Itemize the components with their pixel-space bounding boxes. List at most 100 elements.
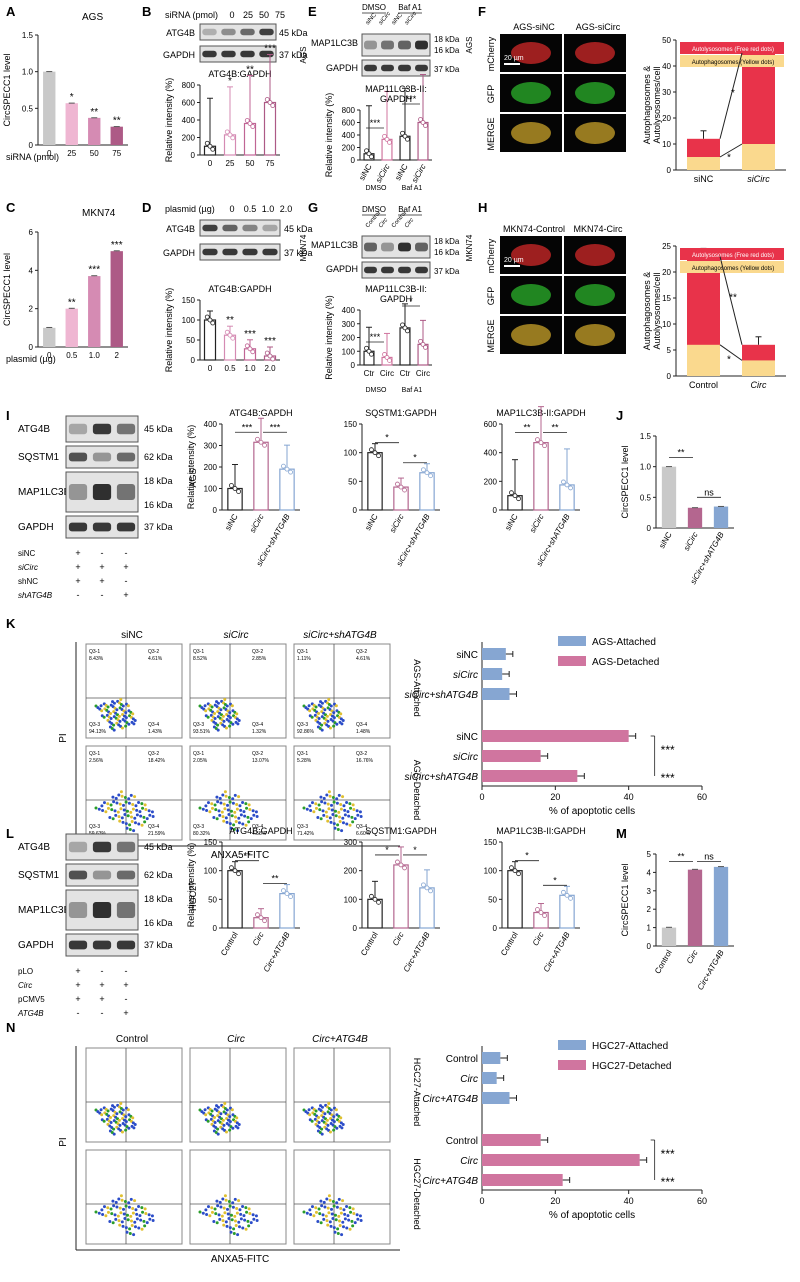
panel-K-event <box>232 823 236 827</box>
panel-E-blot-band <box>398 64 411 72</box>
panel-K-event <box>233 815 237 819</box>
panel-L-subchart-2-point <box>535 907 540 912</box>
panel-K-event <box>251 809 255 813</box>
panel-K-event <box>220 810 224 814</box>
panel-N-event <box>231 1201 235 1205</box>
panel-K-event <box>223 790 227 794</box>
panel-L-subchart-2-sig: * <box>525 851 529 861</box>
panel-N-event <box>326 1223 330 1227</box>
panel-K-chart-sig: *** <box>661 771 675 785</box>
panel-N-event <box>223 1101 227 1105</box>
panel-I-subchart-1-ytick-label: 0 <box>353 506 358 515</box>
panel-E-chart-xtick-label: siNC <box>357 162 374 182</box>
panel-K-event <box>343 808 347 812</box>
panel-K-event <box>345 822 349 826</box>
panel-G-group-label: DMSO <box>366 387 388 394</box>
panel-I-subchart-0-point <box>258 439 264 445</box>
panel-L-condition: pCMV5 <box>18 995 45 1004</box>
panel-N-event <box>358 1214 362 1218</box>
panel-F-col: AGS-siCirc <box>576 22 621 32</box>
panel-K-event <box>237 795 241 799</box>
panel-N-event <box>317 1121 321 1125</box>
panel-K-event <box>336 827 340 831</box>
panel-N-event <box>349 1210 353 1214</box>
panel-A-chart-bar <box>65 103 78 145</box>
panel-D-chart-title: ATG4B:GAPDH <box>208 284 271 294</box>
panel-D-chart-ytick-label: 150 <box>182 296 196 305</box>
panel-G-chart-ytick-label: 0 <box>351 361 356 370</box>
panel-K-event <box>310 801 314 805</box>
panel-D-chart-point <box>270 356 276 362</box>
panel-L-blot-band <box>116 940 136 950</box>
panel-F-chart-ytick-label: 30 <box>662 88 671 97</box>
panel-I-blot-band <box>92 452 112 462</box>
panel-N-event <box>341 1220 345 1224</box>
panel-K-event <box>118 819 122 823</box>
panel-F-chart-link <box>719 143 743 158</box>
panel-K-event <box>122 803 126 807</box>
panel-K-event <box>139 814 143 818</box>
panel-N-event <box>224 1130 228 1134</box>
panel-N-event <box>325 1219 329 1223</box>
panel-K-event <box>128 827 132 831</box>
panel-I-condition: shNC <box>18 577 38 586</box>
panel-K-quad: 2.05% <box>193 758 208 764</box>
panel-N-event <box>102 1205 106 1209</box>
panel-N-event <box>334 1108 338 1112</box>
panel-N-event <box>97 1211 101 1215</box>
panel-K-ylabel: PI <box>58 733 69 742</box>
panel-K-event <box>237 816 241 820</box>
panel-K-event <box>217 809 221 813</box>
panel-K-event <box>228 711 232 715</box>
panel-L-subchart-0-bar <box>279 892 295 929</box>
panel-K-event <box>124 800 128 804</box>
panel-N-event <box>302 1210 306 1214</box>
panel-L-blot-band <box>116 902 136 918</box>
panel-I-subchart-0-point <box>232 486 238 491</box>
panel-N-chart-sig: *** <box>661 1175 675 1189</box>
panel-A-chart-xtick-label: 0 <box>47 149 52 158</box>
panel-B-chart-point <box>247 121 253 126</box>
panel-I-subchart-0-point <box>281 463 286 469</box>
panel-N-event <box>228 1226 232 1230</box>
panel-E-group: DMSO <box>362 3 386 12</box>
panel-K-event <box>219 801 223 805</box>
panel-K-event <box>309 808 313 812</box>
panel-K-event <box>237 821 241 825</box>
panel-N-event <box>120 1220 124 1224</box>
panel-A-chart-bar <box>43 71 56 145</box>
panel-D-cell: MKN74 <box>299 234 308 261</box>
panel-K-event <box>332 711 336 715</box>
panel-E-chart-xtick-label: siNC <box>393 162 410 182</box>
panel-I-condition-value: + <box>75 548 80 558</box>
panel-I-subchart-1-point <box>369 447 374 453</box>
panel-K-event <box>224 726 228 730</box>
panel-K-event <box>341 795 345 799</box>
panel-H-col: MKN74-Circ <box>573 224 623 234</box>
panel-K-event <box>142 815 146 819</box>
panel-B-lane-label: 25 <box>243 10 253 20</box>
panel-L-blot-band <box>68 902 88 918</box>
panel-N-event <box>148 1217 152 1221</box>
panel-E-chart-sig: *** <box>406 94 417 104</box>
panel-K-event <box>121 820 125 824</box>
panel-N-event <box>320 1132 324 1136</box>
panel-K-event <box>223 807 227 811</box>
panel-K-event <box>241 822 245 826</box>
panel-N-event <box>335 1201 339 1205</box>
panel-A-chart-sig: * <box>70 92 74 103</box>
panel-D-chart-xtick-label: 2.0 <box>264 364 276 373</box>
panel-G-blot-membrane <box>361 235 431 259</box>
panel-K-event <box>127 801 131 805</box>
panel-K-event <box>338 820 342 824</box>
panel-H-chart-ytick-label: 10 <box>662 320 671 329</box>
panel-N-col: Control <box>116 1034 148 1045</box>
panel-N-event <box>101 1212 105 1216</box>
panel-L-subchart-2-point <box>512 868 518 874</box>
panel-L-subchart-0-xtick-label: Control <box>219 930 240 957</box>
panel-A-chart-bar <box>88 117 101 145</box>
panel-L-subchart-1-title: SQSTM1:GAPDH <box>365 826 437 836</box>
panel-L-subchart-1-sig: * <box>385 845 389 855</box>
panel-N-event <box>214 1212 218 1216</box>
panel-N-event <box>241 1226 245 1230</box>
